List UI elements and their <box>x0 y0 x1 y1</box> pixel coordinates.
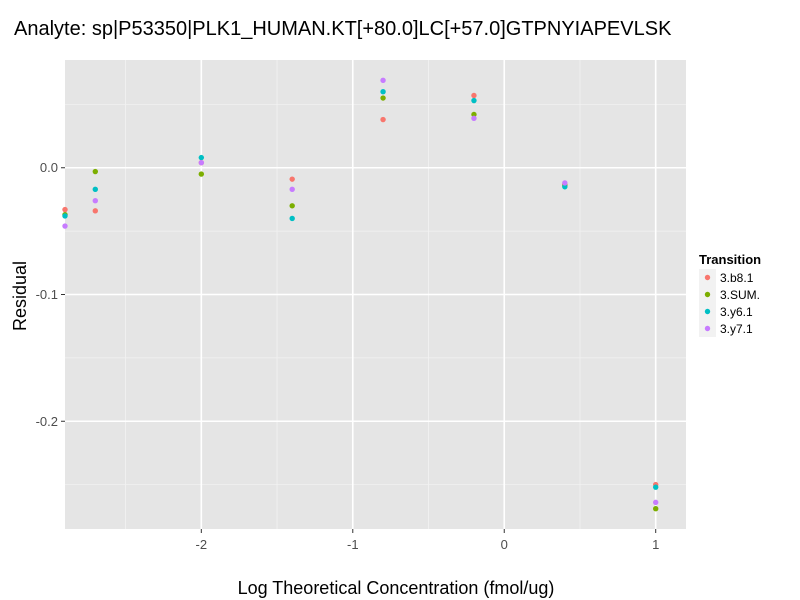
data-point-3.y7.1 <box>289 186 295 192</box>
data-point-3.SUM. <box>92 168 98 175</box>
data-point-3.y7.1 <box>653 499 659 506</box>
data-point-3.y6.1 <box>198 154 205 161</box>
data-point-3.y6.1 <box>471 97 477 104</box>
data-point-3.y7.1 <box>198 159 205 166</box>
data-point-3.b8.1 <box>62 206 68 213</box>
y-axis-ticks: 0.0 -0.1 -0.2 <box>36 160 65 429</box>
data-point-3.SUM. <box>380 95 386 101</box>
legend-label: 3.SUM. <box>720 288 760 302</box>
x-tick-label: -2 <box>196 537 208 552</box>
data-point-3.y6.1 <box>92 186 98 192</box>
data-point-3.y7.1 <box>562 180 568 186</box>
legend-title: Transition <box>699 252 761 267</box>
data-points <box>62 77 659 512</box>
x-tick-label: -1 <box>347 537 359 552</box>
legend-label: 3.y7.1 <box>720 322 753 336</box>
data-point-3.b8.1 <box>380 116 386 123</box>
y-tick-label: -0.1 <box>36 287 58 302</box>
data-point-3.y7.1 <box>92 198 98 204</box>
x-axis-ticks: -2 -1 0 1 <box>196 529 659 552</box>
data-point-3.y6.1 <box>289 215 295 222</box>
data-point-3.y7.1 <box>471 115 477 122</box>
legend-label: 3.y6.1 <box>720 305 753 319</box>
data-point-3.y7.1 <box>62 223 68 229</box>
x-axis-title: Log Theoretical Concentration (fmol/ug) <box>238 578 555 598</box>
data-point-3.SUM. <box>471 111 477 118</box>
data-point-3.y7.1 <box>380 77 386 83</box>
data-point-3.SUM. <box>198 171 205 177</box>
data-point-3.y6.1 <box>62 213 68 219</box>
legend: Transition 3.b8.1 3.SUM. 3.y6.1 3.y7.1 <box>699 252 761 337</box>
data-point-3.SUM. <box>653 506 659 512</box>
x-tick-label: 1 <box>652 537 659 552</box>
legend-marker <box>704 308 711 315</box>
data-point-3.y6.1 <box>380 88 386 95</box>
data-point-3.b8.1 <box>471 92 477 99</box>
y-tick-label: 0.0 <box>40 160 58 175</box>
data-point-3.y6.1 <box>562 184 568 190</box>
x-tick-label: 0 <box>501 537 508 552</box>
data-point-3.SUM. <box>289 203 295 209</box>
legend-marker <box>704 274 711 281</box>
legend-label: 3.b8.1 <box>720 271 754 285</box>
data-point-3.b8.1 <box>289 176 295 182</box>
chart-title: Analyte: sp|P53350|PLK1_HUMAN.KT[+80.0]L… <box>14 18 672 40</box>
y-axis-title: Residual <box>10 261 30 331</box>
legend-marker <box>704 325 711 332</box>
legend-marker <box>704 291 711 298</box>
data-point-3.b8.1 <box>92 208 98 214</box>
y-tick-label: -0.2 <box>36 414 58 429</box>
major-gridlines <box>65 60 686 529</box>
data-point-3.y6.1 <box>653 484 659 490</box>
